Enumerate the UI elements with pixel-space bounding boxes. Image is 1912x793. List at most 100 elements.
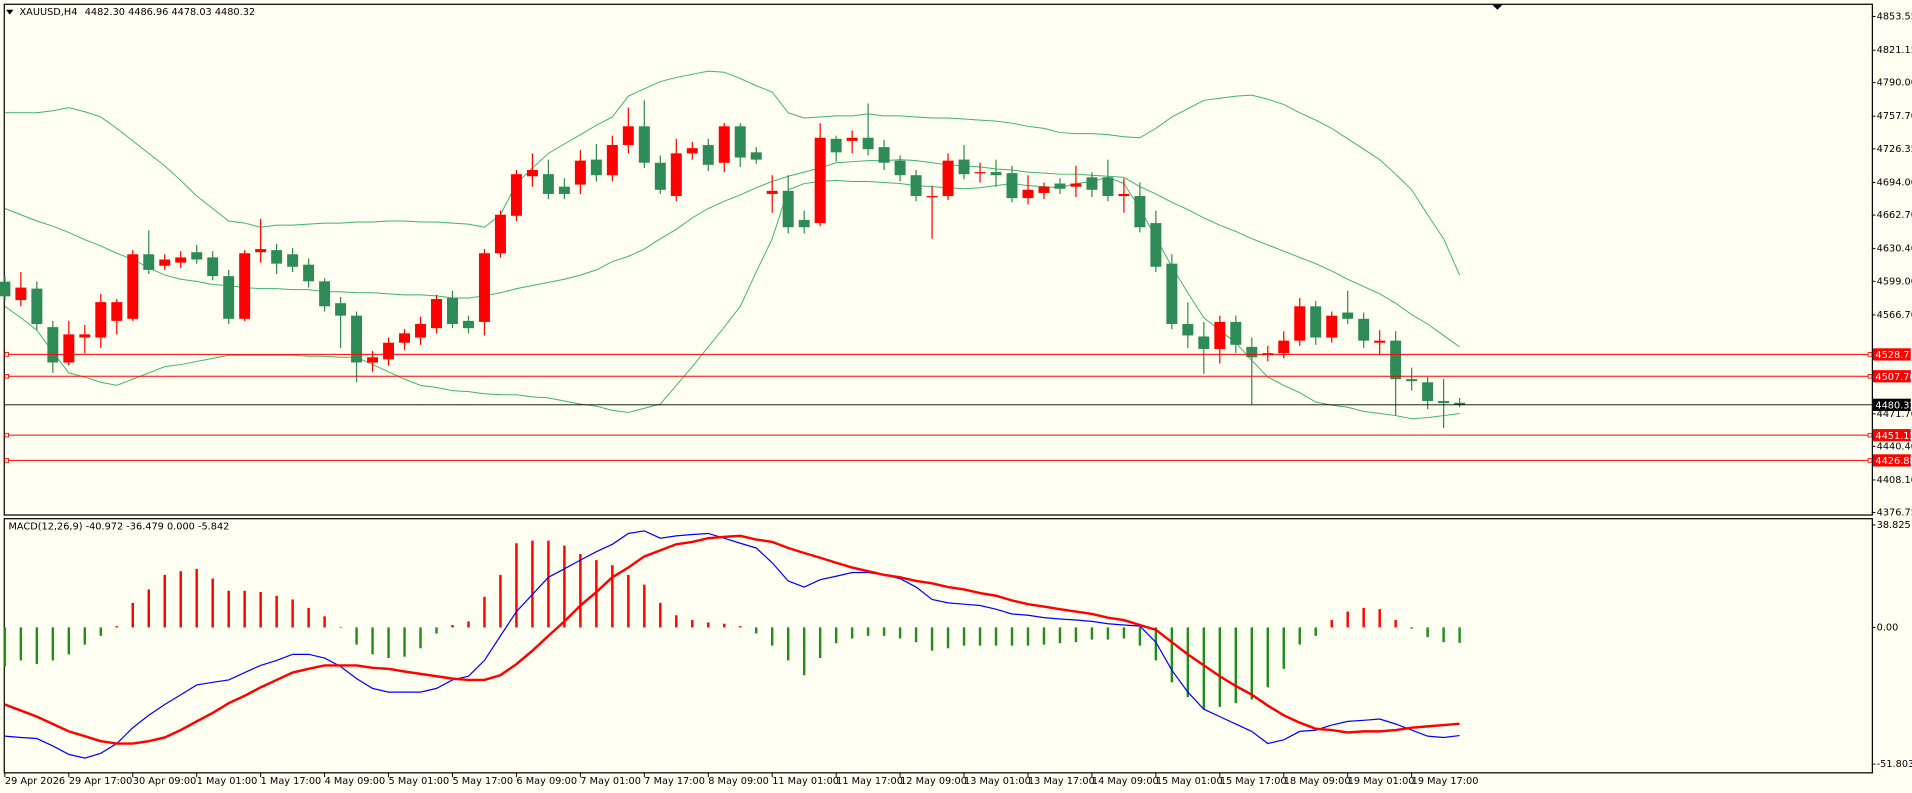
macd-histogram-bar: [1250, 627, 1254, 700]
level-label: 4451.15: [1875, 431, 1912, 442]
macd-histogram-bar: [1314, 627, 1317, 636]
level-label-box: [1872, 429, 1911, 442]
last-price-label: 4480.32: [1875, 400, 1912, 411]
last-price-box: [1872, 398, 1911, 411]
candle-body: [1278, 340, 1290, 354]
candle-body: [718, 126, 730, 163]
candle-body: [1214, 321, 1226, 349]
macd-histogram-bar: [467, 621, 470, 628]
candle-body: [1102, 177, 1114, 197]
candle-body: [654, 162, 666, 190]
candle-body: [974, 172, 986, 174]
candle-body: [1230, 321, 1242, 345]
candle-body: [1166, 263, 1178, 324]
macd-histogram-bar: [739, 626, 742, 628]
macd-histogram-bar: [1186, 627, 1190, 698]
candle-body: [1182, 323, 1194, 336]
macd-histogram-bar: [1090, 627, 1094, 640]
candle-body: [415, 323, 427, 338]
candle-body: [766, 190, 778, 194]
x-tick-label: 13 May 01:00: [964, 776, 1031, 787]
y-tick-label: 4821.15: [1877, 45, 1912, 56]
macd-histogram-bar: [131, 602, 134, 628]
candle-body: [1390, 340, 1402, 380]
candle-body: [1086, 177, 1098, 190]
macd-histogram-bar: [1026, 627, 1030, 646]
candle-body: [1326, 315, 1338, 338]
macd-histogram-bar: [1138, 627, 1142, 646]
macd-histogram-bar: [1442, 627, 1445, 643]
macd-histogram-bar: [531, 540, 534, 628]
candle-body: [1150, 223, 1162, 267]
macd-histogram-bar: [1266, 627, 1269, 688]
macd-histogram-bar: [914, 627, 918, 643]
candle-body: [175, 257, 187, 263]
macd-histogram-bar: [563, 545, 566, 628]
x-tick-label: 19 May 17:00: [1412, 776, 1479, 787]
candle-body: [830, 138, 842, 153]
macd-histogram-bar: [611, 565, 614, 628]
macd-histogram-bar: [627, 574, 630, 628]
y-tick-label: 4408.10: [1877, 475, 1912, 486]
macd-histogram-bar: [419, 627, 422, 649]
macd-histogram-bar: [1362, 607, 1365, 628]
macd-histogram-bar: [786, 627, 790, 661]
candle-body: [622, 126, 634, 146]
candle-body: [446, 297, 458, 324]
level-label: 4528.77: [1875, 350, 1912, 361]
candle-body: [159, 259, 171, 266]
macd-histogram-bar: [930, 627, 934, 651]
x-tick-label: 5 May 01:00: [389, 776, 450, 787]
candle-body: [335, 303, 347, 316]
candle-body: [1006, 173, 1018, 199]
candle-body: [367, 357, 379, 363]
macd-histogram-bar: [946, 627, 950, 649]
candle-body: [670, 153, 682, 197]
y-tick-label: 4599.00: [1877, 276, 1912, 287]
candle-body: [1422, 382, 1434, 401]
candle-body: [47, 327, 59, 363]
candle-body: [862, 137, 874, 150]
macd-histogram-bar: [371, 627, 374, 655]
candle-body: [878, 147, 890, 163]
macd-histogram-bar: [483, 596, 486, 628]
y-tick-label: 4853.55: [1877, 11, 1912, 22]
macd-histogram-bar: [35, 627, 39, 665]
candle-body: [526, 170, 538, 177]
macd-histogram-bar: [1154, 627, 1158, 661]
x-tick-label: 11 May 17:00: [836, 776, 903, 787]
candle-body: [95, 302, 107, 338]
macd-histogram-bar: [595, 560, 598, 628]
x-tick-label: 18 May 09:00: [1284, 776, 1351, 787]
shift-marker: [1492, 4, 1503, 10]
macd-histogram-bar: [227, 590, 230, 628]
level-anchor: [1867, 352, 1873, 357]
macd-histogram-bar: [1042, 627, 1046, 645]
y-tick-label: 4790.00: [1877, 78, 1912, 89]
x-tick-label: 15 May 17:00: [1220, 776, 1287, 787]
y-tick-label: 4376.75: [1877, 508, 1912, 519]
macd-histogram-bar: [882, 627, 886, 636]
candle-body: [462, 320, 474, 329]
macd-histogram-bar: [1426, 627, 1429, 638]
macd-histogram-bar: [339, 626, 342, 628]
macd-histogram-bar: [499, 574, 502, 628]
candle-body: [1438, 400, 1450, 404]
level-anchor: [1867, 458, 1873, 463]
menu-arrow[interactable]: [6, 9, 14, 15]
candle-body: [558, 186, 570, 194]
macd-histogram-bar: [1298, 627, 1301, 645]
macd-histogram-bar: [51, 627, 55, 661]
y-tick-label: 0.00: [1877, 622, 1899, 633]
level-label: 4426.88: [1875, 456, 1912, 467]
level-anchor: [4, 374, 9, 379]
candle-body: [686, 148, 698, 154]
macd-histogram-bar: [978, 627, 982, 646]
x-tick-label: 29 Apr 17:00: [69, 776, 133, 787]
candle-body: [143, 254, 155, 270]
macd-histogram-bar: [1202, 627, 1206, 710]
y-tick-label: 38.825: [1877, 520, 1911, 531]
candle-body: [942, 160, 954, 197]
x-tick-label: 1 May 01:00: [197, 776, 258, 787]
macd-histogram-bar: [1394, 620, 1397, 628]
